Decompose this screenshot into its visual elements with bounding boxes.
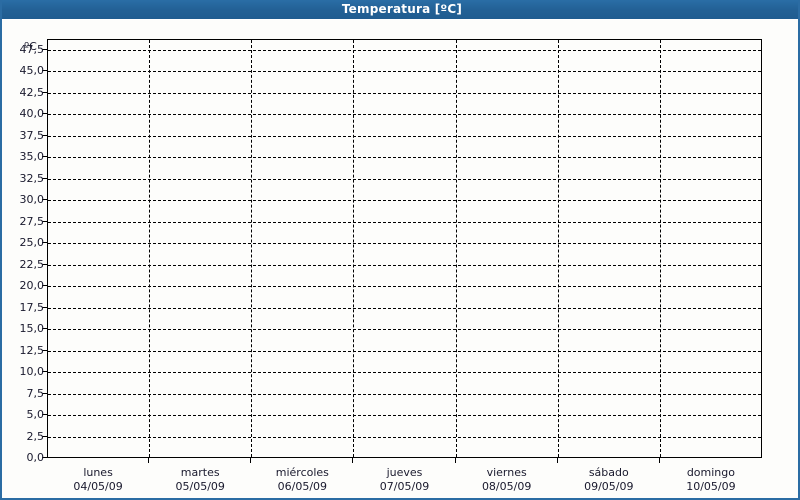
y-axis-tick-label: 27,5 — [19, 214, 45, 228]
y-axis-tick-label: 35,0 — [19, 150, 45, 164]
gridline-vertical — [557, 40, 559, 457]
x-axis-date: 10/05/09 — [686, 480, 736, 493]
x-axis-tick-label: lunes 04/05/09 — [28, 466, 168, 494]
y-axis-tick-label: 10,0 — [19, 365, 45, 379]
gridline-horizontal — [48, 157, 761, 159]
y-axis-unit-label: ºC — [24, 40, 37, 53]
y-axis-tick-label: 15,0 — [19, 322, 45, 336]
x-axis-tick — [454, 458, 456, 463]
y-axis-tick-label: 17,5 — [19, 300, 45, 314]
y-axis-tick-label: 42,5 — [19, 85, 45, 99]
chart-title-bar: Temperatura [ºC] — [2, 0, 798, 20]
y-axis-tick-label: 7,5 — [26, 386, 45, 400]
gridline-horizontal — [48, 221, 761, 223]
page-title: Temperatura [ºC] — [341, 2, 463, 16]
gridline-horizontal — [48, 71, 761, 73]
x-axis-day-name: jueves — [386, 466, 423, 479]
x-axis-date: 06/05/09 — [277, 480, 328, 493]
x-axis-tick-label: martes 05/05/09 — [130, 466, 270, 494]
y-axis-tick-label: 22,5 — [19, 257, 45, 271]
gridline-vertical — [455, 40, 457, 457]
y-axis-tick-label: 25,0 — [19, 236, 45, 250]
gridline-horizontal — [48, 372, 761, 374]
x-axis-day-name: miércoles — [275, 466, 329, 479]
x-axis-date: 04/05/09 — [73, 480, 123, 493]
y-axis-tick-label: 40,0 — [19, 107, 45, 121]
y-axis-tick-label: 5,0 — [26, 408, 45, 422]
gridline-horizontal — [48, 92, 761, 94]
y-axis-tick-label: 2,5 — [26, 429, 45, 443]
gridline-horizontal — [48, 114, 761, 116]
y-axis-tick-label: 47,5 — [19, 42, 45, 56]
y-axis-tick-label: 37,5 — [19, 128, 45, 142]
x-axis-tick — [658, 458, 660, 463]
x-axis-tick — [250, 458, 252, 463]
gridline-vertical — [659, 40, 661, 457]
gridline-horizontal — [48, 135, 761, 137]
gridline-vertical — [353, 40, 355, 457]
gridline-horizontal — [48, 415, 761, 417]
x-axis-tick-label: domingo 10/05/09 — [641, 466, 781, 494]
y-axis-tick-label: 30,0 — [19, 193, 45, 207]
gridline-horizontal — [48, 329, 761, 331]
gridline-vertical — [149, 40, 151, 457]
gridline-horizontal — [48, 436, 761, 438]
gridline-horizontal — [48, 307, 761, 309]
gridline-horizontal — [48, 200, 761, 202]
gridline-horizontal — [48, 264, 761, 266]
gridline-horizontal — [48, 350, 761, 352]
gridline-horizontal — [48, 243, 761, 245]
x-axis-tick-label: jueves 07/05/09 — [335, 466, 475, 494]
x-axis-date: 07/05/09 — [379, 480, 430, 493]
y-axis-tick-label: 0,0 — [26, 451, 45, 464]
x-axis-tick-label: miércoles 06/05/09 — [232, 466, 372, 494]
x-axis-day-name: viernes — [486, 466, 527, 479]
gridline-vertical — [251, 40, 253, 457]
x-axis-day-name: martes — [180, 466, 220, 479]
y-axis-tick-label: 32,5 — [19, 171, 45, 185]
x-axis-day-name: sábado — [588, 466, 629, 479]
gridline-horizontal — [48, 286, 761, 288]
x-axis-tick-label: sábado 09/05/09 — [539, 466, 679, 494]
gridline-horizontal — [48, 178, 761, 180]
gridline-horizontal — [48, 49, 761, 51]
x-axis-date: 09/05/09 — [584, 480, 634, 493]
y-axis-tick-label: 20,0 — [19, 279, 45, 293]
plot-area — [47, 39, 762, 458]
x-axis-tick — [352, 458, 354, 463]
gridline-horizontal — [48, 393, 761, 395]
y-axis-tick-label: 12,5 — [19, 343, 45, 357]
x-axis-date: 08/05/09 — [481, 480, 532, 493]
y-axis-tick-label: 45,0 — [19, 64, 45, 78]
x-axis-date: 05/05/09 — [175, 480, 225, 493]
x-axis-day-name: domingo — [686, 466, 735, 479]
x-axis-tick — [148, 458, 150, 463]
x-axis-day-name: lunes — [83, 466, 113, 479]
x-axis-tick-label: viernes 08/05/09 — [437, 466, 577, 494]
x-axis-tick — [556, 458, 558, 463]
